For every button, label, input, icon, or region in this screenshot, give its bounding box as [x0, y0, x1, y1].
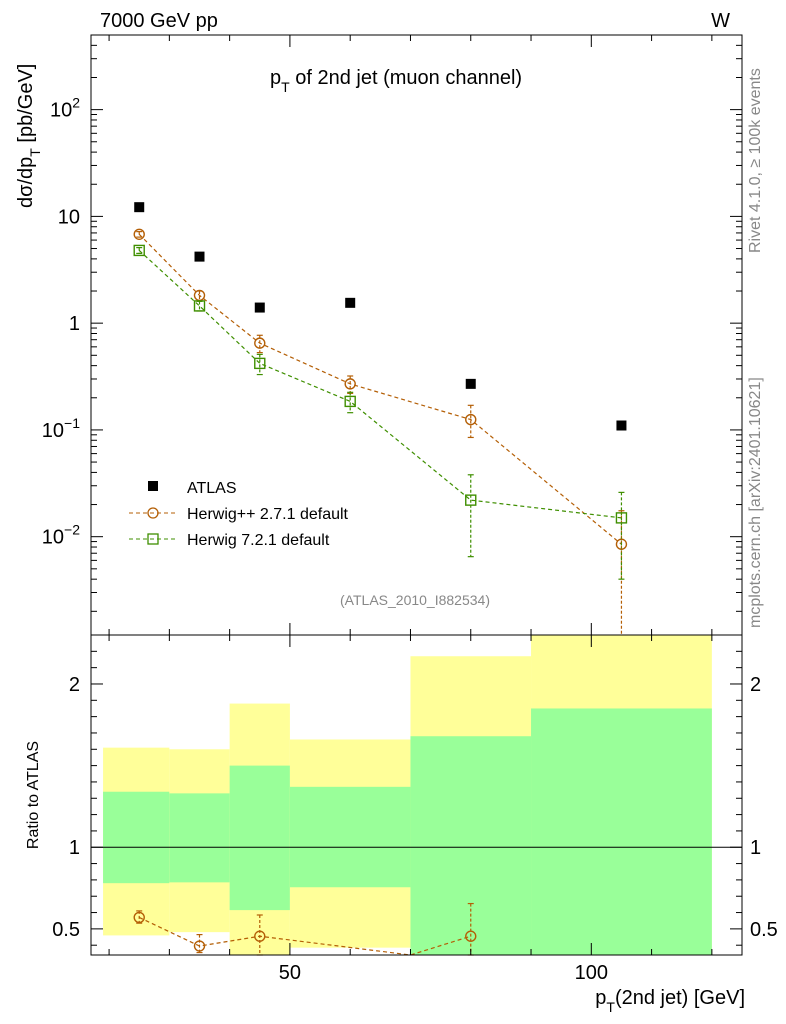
herwig7-point	[193, 300, 206, 312]
main-y-tick-base: 10	[50, 100, 72, 122]
xlabel-sub: T	[606, 999, 615, 1015]
herwig7-point	[615, 512, 628, 524]
herwig7-point	[344, 395, 356, 408]
atlas-point	[616, 420, 627, 431]
herwigpp-point	[465, 413, 477, 426]
ratio-x-ticks: 50 100	[108, 635, 713, 984]
ylabel-sub: T	[27, 148, 43, 157]
rivet-label: Rivet 4.1.0, ≥ 100k events	[747, 68, 764, 253]
main-x-ticks	[108, 35, 713, 635]
ratio-herwigpp-point	[193, 940, 206, 952]
ratio-band-green	[289, 786, 411, 888]
header-right-label: W	[711, 10, 730, 32]
title-main: p	[270, 67, 281, 89]
legend-herwig7-marker	[147, 533, 159, 545]
xlabel-rest: (2nd jet) [GeV]	[615, 987, 745, 1009]
ratio-band-green	[410, 736, 532, 955]
atlas-point	[254, 302, 265, 313]
legend-atlas-label: ATLAS	[187, 480, 237, 497]
main-y-tick-base: 10	[58, 206, 80, 228]
ratio-bands	[103, 635, 712, 955]
ratio-y-tick-label-right: 1	[750, 837, 761, 859]
ratio-markers	[133, 911, 477, 952]
main-y-tick-label: 10	[58, 206, 80, 228]
analysis-label: (ATLAS_2010_I882534)	[340, 592, 490, 608]
herwigpp-point	[254, 337, 266, 349]
main-y-tick-label: 10−2	[42, 522, 80, 549]
atlas-point	[134, 202, 145, 213]
ylabel-main: dσ/dp	[15, 157, 37, 208]
main-y-tick-exp: −2	[64, 522, 80, 538]
herwigpp-line	[138, 233, 622, 545]
ratio-xlabel: pT(2nd jet) [GeV]	[595, 987, 745, 1015]
ylabel-rest: [pb/GeV]	[15, 64, 37, 149]
ratio-y-tick-label-right: 0.5	[750, 919, 778, 941]
main-frame	[90, 34, 743, 636]
legend: ATLAS Herwig++ 2.7.1 default Herwig 7.2.…	[129, 480, 349, 549]
main-markers	[133, 202, 628, 550]
ratio-band-green	[531, 708, 712, 955]
legend-herwig7-label: Herwig 7.2.1 default	[187, 532, 330, 549]
ratio-y-tick-label-left: 1	[69, 837, 80, 859]
main-series-lines	[138, 233, 622, 545]
ratio-y-tick-label-right: 2	[750, 674, 761, 696]
legend-atlas-marker	[148, 481, 158, 491]
herwig7-point	[254, 357, 266, 370]
ratio-x-tick-label: 50	[279, 962, 301, 984]
herwigpp-point	[193, 289, 206, 302]
ratio-band-green	[103, 791, 170, 884]
main-y-tick-base: 10	[42, 527, 64, 549]
herwigpp-point	[615, 538, 628, 550]
ratio-panel: 0.5 0.5 1 1 2 2 50 100 Ratio to ATLAS pT(2nd j…	[25, 634, 778, 1015]
ratio-y-tick-label-left: 2	[69, 674, 80, 696]
ratio-herwigpp-point	[254, 930, 266, 942]
main-y-tick-label: 1	[69, 313, 80, 335]
ratio-band-green	[229, 765, 290, 911]
ratio-herwigpp-point	[465, 930, 477, 942]
main-y-tick-base: 10	[42, 420, 64, 442]
main-ylabel: dσ/dpT [pb/GeV]	[15, 64, 43, 208]
main-y-tick-exp: 2	[72, 95, 80, 111]
ratio-x-tick-label: 100	[575, 962, 608, 984]
herwig7-point	[465, 494, 477, 506]
main-y-tick-base: 1	[69, 313, 80, 335]
ratio-y-tick-label-left: 0.5	[52, 919, 80, 941]
atlas-point	[345, 297, 356, 308]
ratio-frame	[90, 634, 743, 956]
mcplots-label: mcplots.cern.ch [arXiv:2401.10621]	[747, 377, 764, 628]
main-y-tick-label: 102	[50, 95, 80, 122]
ratio-ylabel: Ratio to ATLAS	[25, 741, 42, 849]
main-y-tick-exp: −1	[64, 415, 80, 431]
herwig7-point	[133, 244, 145, 257]
main-y-tick-label: 10−1	[42, 415, 80, 442]
atlas-point	[465, 378, 476, 389]
xlabel-main: p	[595, 987, 606, 1009]
legend-herwigpp-marker	[147, 507, 159, 519]
herwigpp-point	[133, 228, 145, 240]
title-sub: T	[281, 79, 290, 95]
header-left-label: 7000 GeV pp	[100, 10, 218, 32]
herwig7-line	[138, 249, 622, 519]
herwigpp-point	[344, 378, 356, 390]
legend-herwigpp-label: Herwig++ 2.7.1 default	[187, 506, 349, 523]
atlas-point	[194, 251, 205, 262]
main-title: pT of 2nd jet (muon channel)	[270, 67, 522, 95]
ratio-herwigpp-point	[133, 911, 145, 924]
ratio-y-ticks: 0.5 0.5 1 1 2 2	[52, 650, 778, 946]
ratio-band-green	[169, 793, 230, 883]
title-rest: of 2nd jet (muon channel)	[290, 67, 522, 89]
